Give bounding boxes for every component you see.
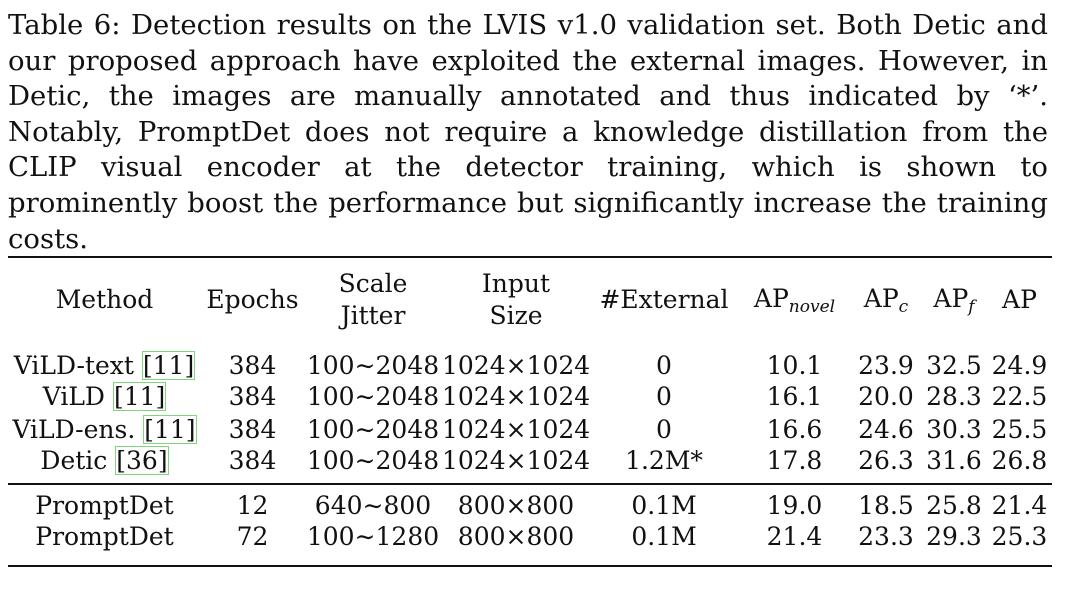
header-external: #External xyxy=(599,285,729,314)
cell-scale: 100∼2048 xyxy=(306,415,440,444)
citation-link[interactable]: [11] xyxy=(141,351,196,380)
cell-scale: 100∼1280 xyxy=(306,521,440,551)
cell-scale: 100∼2048 xyxy=(306,446,440,475)
results-table: Method Epochs Scale Jitter Input Size #Ext… xyxy=(8,258,1052,552)
cell-epochs: 72 xyxy=(236,521,269,551)
cell-input: 1024×1024 xyxy=(442,415,591,444)
cell-scale: 100∼2048 xyxy=(306,351,440,380)
header-ap-novel-sub: novel xyxy=(788,296,836,317)
cell-method: PromptDet xyxy=(35,521,174,551)
cell-ap-c: 20.0 xyxy=(858,382,914,411)
bottom-rule xyxy=(8,565,1052,567)
table-row: PromptDet 12 640∼800 800×800 0.1M 19.0 1… xyxy=(8,483,1052,520)
table-row: Detic [36] 384 100∼2048 1024×1024 1.2M* … xyxy=(8,446,1052,483)
cell-method: ViLD [11] xyxy=(8,380,201,413)
table-row: ViLD-ens. [11] 384 100∼2048 1024×1024 0 … xyxy=(8,413,1052,446)
cell-ap: 24.9 xyxy=(991,351,1048,380)
cell-scale: 640∼800 xyxy=(314,491,432,520)
cell-ap-novel-best: 21.4 xyxy=(766,521,823,551)
method-name: ViLD xyxy=(42,382,105,411)
table-row: PromptDet 72 100∼1280 800×800 0.1M 21.4 … xyxy=(8,520,1052,552)
table-row: ViLD-text [11] 384 100∼2048 1024×1024 0 … xyxy=(8,342,1052,380)
cell-ap-c: 24.6 xyxy=(858,415,914,444)
cell-scale: 100∼2048 xyxy=(306,382,440,411)
cell-input: 1024×1024 xyxy=(442,382,591,411)
cell-external: 0 xyxy=(656,382,672,411)
header-ap-f: APf xyxy=(921,258,987,342)
cell-ap: 25.5 xyxy=(991,415,1048,444)
cell-epochs: 384 xyxy=(228,351,277,380)
cell-ap-f: 32.5 xyxy=(926,351,982,380)
cell-method: ViLD-ens. [11] xyxy=(8,413,201,446)
citation-link[interactable]: [11] xyxy=(112,382,167,411)
cell-ap: 22.5 xyxy=(991,382,1048,411)
cell-ap: 21.4 xyxy=(991,491,1048,520)
table-row: ViLD [11] 384 100∼2048 1024×1024 0 16.1 … xyxy=(8,380,1052,413)
cell-external: 0.1M xyxy=(631,521,697,551)
header-input-line2: Size xyxy=(489,301,543,330)
cell-method: ViLD-text [11] xyxy=(8,342,201,380)
header-ap-c-sub: c xyxy=(898,296,909,317)
cell-ap-c: 23.3 xyxy=(858,521,914,551)
header-scale-jitter: Scale Jitter xyxy=(304,258,442,342)
cell-epochs: 384 xyxy=(228,415,277,444)
cell-external: 1.2M* xyxy=(625,446,703,475)
header-epochs: Epochs xyxy=(206,285,299,314)
cell-ap-c: 18.5 xyxy=(858,491,914,520)
mid-rule xyxy=(8,483,1052,485)
cell-method: Detic [36] xyxy=(8,446,201,483)
cell-method: PromptDet xyxy=(35,491,174,520)
header-ap: AP xyxy=(1002,285,1037,314)
cell-external: 0 xyxy=(656,351,672,380)
cell-ap-c: 26.3 xyxy=(858,446,914,475)
method-name: ViLD-text xyxy=(13,351,134,380)
cell-ap-f: 30.3 xyxy=(926,415,982,444)
cell-input: 800×800 xyxy=(457,491,575,520)
cell-ap: 25.3 xyxy=(991,521,1048,551)
method-name: Detic xyxy=(40,446,108,475)
cell-epochs: 384 xyxy=(228,446,277,475)
header-ap-f-sub: f xyxy=(968,296,975,317)
cell-ap-c: 23.9 xyxy=(858,351,914,380)
table-caption: Table 6: Detection results on the LVIS v… xyxy=(8,9,1048,255)
cell-ap-novel: 17.8 xyxy=(766,446,823,475)
header-scale-line2: Jitter xyxy=(340,301,406,330)
header-ap-novel: APnovel xyxy=(738,258,851,342)
cell-ap-f: 31.6 xyxy=(926,446,982,475)
method-name: ViLD-ens. xyxy=(12,415,136,444)
cell-ap-novel: 16.1 xyxy=(766,382,823,411)
citation-link[interactable]: [36] xyxy=(115,446,169,475)
header-input-line1: Input xyxy=(481,269,551,298)
cell-ap-novel: 16.6 xyxy=(766,415,823,444)
citation-link[interactable]: [11] xyxy=(143,415,197,444)
header-input-size: Input Size xyxy=(442,258,590,342)
top-rule xyxy=(8,256,1052,258)
header-row: Method Epochs Scale Jitter Input Size #Ext… xyxy=(8,258,1052,342)
cell-external: 0 xyxy=(656,415,672,444)
cell-ap-f: 25.8 xyxy=(926,491,982,520)
cell-epochs: 384 xyxy=(228,382,277,411)
cell-input: 800×800 xyxy=(457,521,575,551)
cell-ap-f: 29.3 xyxy=(926,521,982,551)
cell-ap-novel: 19.0 xyxy=(766,491,823,520)
cell-external: 0.1M xyxy=(631,491,697,520)
header-ap-novel-base: AP xyxy=(753,283,789,313)
cell-ap-novel: 10.1 xyxy=(766,351,823,380)
cell-input: 1024×1024 xyxy=(442,446,591,475)
cell-input: 1024×1024 xyxy=(442,351,591,380)
header-ap-f-base: AP xyxy=(933,283,969,313)
header-method: Method xyxy=(55,285,154,314)
cell-epochs: 12 xyxy=(236,491,269,520)
cell-ap-f: 28.3 xyxy=(926,382,982,411)
cell-ap: 26.8 xyxy=(991,446,1048,475)
header-ap-c-base: AP xyxy=(863,283,899,313)
header-scale-line1: Scale xyxy=(338,269,408,298)
header-ap-c: APc xyxy=(851,258,921,342)
